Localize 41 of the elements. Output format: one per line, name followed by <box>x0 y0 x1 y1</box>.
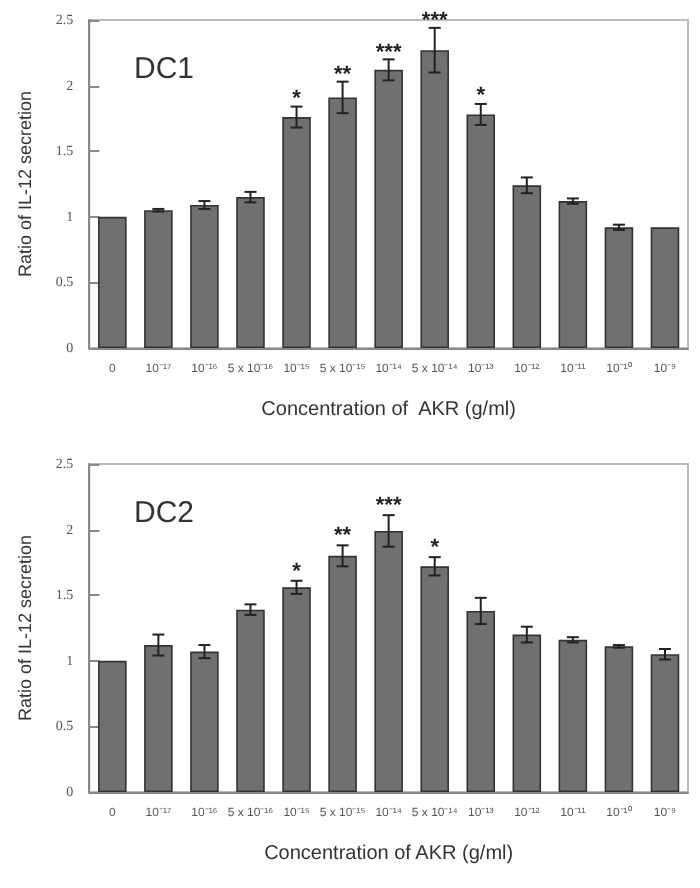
bar <box>512 185 542 348</box>
text: DC2 <box>134 496 195 530</box>
bar <box>236 609 265 792</box>
bar <box>144 645 173 792</box>
x-axis-title: Concentration of AKR (g/ml) <box>264 843 514 865</box>
y-axis-title: Ratio of IL-12 secretion <box>15 90 35 278</box>
annotation: * <box>292 86 303 111</box>
bar <box>328 555 357 792</box>
bar <box>328 97 357 348</box>
bar <box>98 216 127 348</box>
bar <box>558 201 588 348</box>
y-axis-title: Ratio of IL-12 secretion <box>15 534 35 722</box>
annotation: *** <box>375 40 403 65</box>
bar <box>374 69 403 348</box>
bar <box>604 227 634 348</box>
annotation: * <box>476 84 487 109</box>
annotation: * <box>292 559 303 584</box>
annotation: * <box>430 535 441 560</box>
bar <box>466 610 496 792</box>
bar <box>558 639 588 792</box>
x-axis-title: Concentration of AKR (g/ml) <box>261 399 516 421</box>
bar <box>650 654 680 792</box>
annotation: *** <box>421 9 449 34</box>
bar <box>420 566 449 792</box>
text: DC1 <box>134 52 195 86</box>
bar <box>98 660 127 792</box>
bar <box>466 114 496 348</box>
annotation: ** <box>334 524 353 549</box>
bar <box>420 50 449 348</box>
bar <box>190 204 219 348</box>
bar <box>236 197 265 348</box>
bar <box>374 530 403 792</box>
bar <box>604 646 634 792</box>
bar <box>144 210 173 348</box>
bar <box>650 227 680 348</box>
bar <box>512 634 542 792</box>
annotation: *** <box>375 493 403 518</box>
bar <box>282 117 311 348</box>
annotation: ** <box>334 63 353 88</box>
bar <box>282 587 311 792</box>
bar <box>190 651 219 792</box>
